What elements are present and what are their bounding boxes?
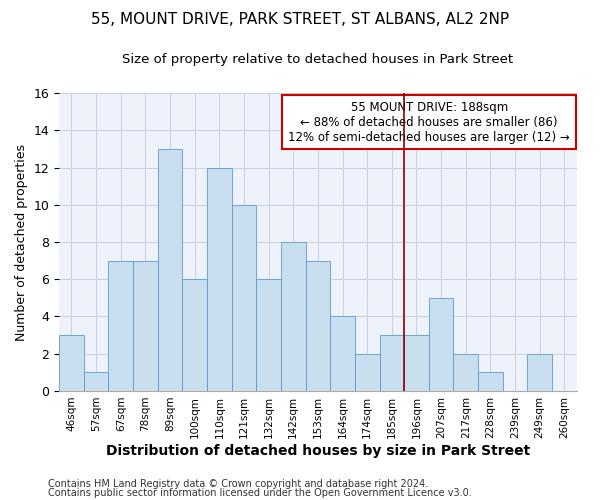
Bar [133,260,158,391]
Bar [404,335,429,391]
Bar [158,149,182,391]
Bar [305,260,330,391]
Bar [207,168,232,391]
Bar [527,354,552,391]
Bar [84,372,109,391]
Text: 55, MOUNT DRIVE, PARK STREET, ST ALBANS, AL2 2NP: 55, MOUNT DRIVE, PARK STREET, ST ALBANS,… [91,12,509,28]
Bar [182,279,207,391]
Bar [330,316,355,391]
Y-axis label: Number of detached properties: Number of detached properties [15,144,28,340]
Bar [59,335,84,391]
Bar [281,242,305,391]
Text: 55 MOUNT DRIVE: 188sqm
← 88% of detached houses are smaller (86)
12% of semi-det: 55 MOUNT DRIVE: 188sqm ← 88% of detached… [288,100,570,144]
Bar [355,354,380,391]
X-axis label: Distribution of detached houses by size in Park Street: Distribution of detached houses by size … [106,444,530,458]
Bar [478,372,503,391]
Title: Size of property relative to detached houses in Park Street: Size of property relative to detached ho… [122,52,514,66]
Text: Contains public sector information licensed under the Open Government Licence v3: Contains public sector information licen… [48,488,472,498]
Bar [109,260,133,391]
Text: Contains HM Land Registry data © Crown copyright and database right 2024.: Contains HM Land Registry data © Crown c… [48,479,428,489]
Bar [454,354,478,391]
Bar [429,298,454,391]
Bar [256,279,281,391]
Bar [380,335,404,391]
Bar [232,205,256,391]
